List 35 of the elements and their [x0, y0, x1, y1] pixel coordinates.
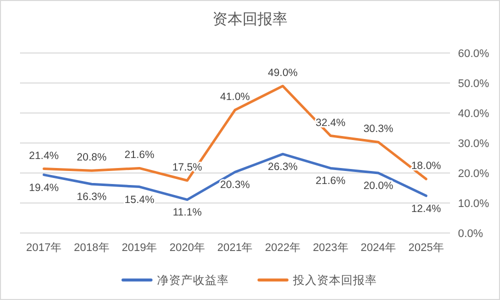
x-tick-label: 2021年 — [217, 242, 253, 254]
data-label: 20.8% — [76, 152, 107, 164]
data-label: 15.4% — [124, 194, 154, 206]
data-label: 41.0% — [220, 91, 250, 103]
x-tick-label: 2024年 — [360, 242, 396, 254]
data-label: 26.3% — [268, 161, 298, 174]
y2-tick-label: 0.0% — [458, 228, 484, 240]
data-label: 20.0% — [363, 180, 394, 192]
data-label: 21.6% — [316, 175, 346, 188]
y2-tick-label: 60.0% — [458, 48, 490, 60]
data-label: 16.3% — [76, 191, 107, 204]
y2-tick-label: 30.0% — [458, 138, 490, 150]
data-label: 19.4% — [29, 182, 59, 194]
data-label: 49.0% — [268, 67, 298, 79]
data-label: 20.3% — [220, 179, 250, 192]
data-label: 21.4% — [29, 150, 59, 162]
y2-tick-label: 20.0% — [458, 168, 490, 180]
y2-tick-label: 40.0% — [458, 108, 490, 120]
chart-title: 资本回报率 — [212, 11, 288, 28]
data-label: 18.0% — [411, 160, 441, 172]
x-tick-label: 2019年 — [122, 242, 158, 254]
legend-label: 净资产收益率 — [157, 273, 229, 287]
x-tick-label: 2025年 — [408, 242, 444, 254]
y2-tick-label: 50.0% — [458, 78, 490, 90]
x-tick-label: 2022年 — [265, 242, 301, 254]
x-tick-label: 2018年 — [74, 242, 110, 254]
data-label: 30.3% — [363, 123, 394, 136]
x-tick-label: 2023年 — [312, 242, 348, 254]
x-tick-label: 2017年 — [26, 242, 62, 254]
data-label: 11.1% — [172, 206, 202, 219]
data-label: 21.6% — [124, 149, 154, 162]
y2-tick-label: 10.0% — [458, 198, 490, 210]
x-tick-label: 2020年 — [169, 242, 205, 254]
legend-label: 投入资本回报率 — [292, 273, 377, 287]
data-label: 12.4% — [411, 202, 441, 215]
